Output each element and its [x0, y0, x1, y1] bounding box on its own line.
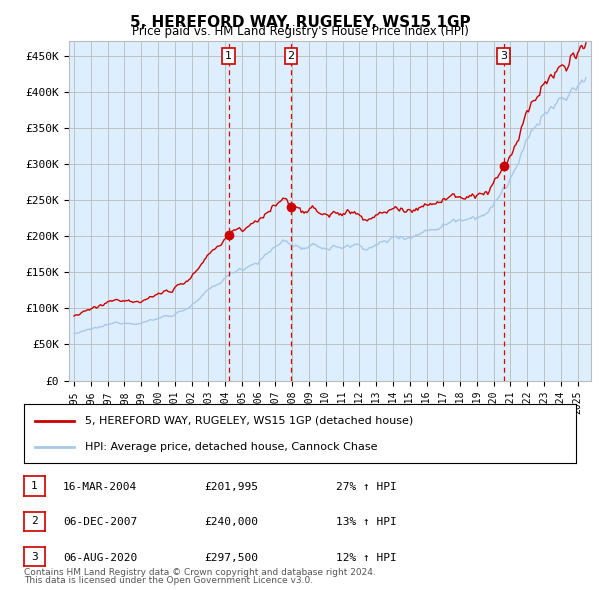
Text: 2: 2: [31, 516, 38, 526]
Text: 3: 3: [31, 552, 38, 562]
Text: 27% ↑ HPI: 27% ↑ HPI: [336, 482, 397, 491]
Text: 1: 1: [225, 51, 232, 61]
Text: 2: 2: [287, 51, 295, 61]
Text: 12% ↑ HPI: 12% ↑ HPI: [336, 553, 397, 562]
Text: 06-AUG-2020: 06-AUG-2020: [63, 553, 137, 562]
Text: 3: 3: [500, 51, 507, 61]
Text: Contains HM Land Registry data © Crown copyright and database right 2024.: Contains HM Land Registry data © Crown c…: [24, 568, 376, 577]
Text: 06-DEC-2007: 06-DEC-2007: [63, 517, 137, 527]
Text: 13% ↑ HPI: 13% ↑ HPI: [336, 517, 397, 527]
Text: Price paid vs. HM Land Registry's House Price Index (HPI): Price paid vs. HM Land Registry's House …: [131, 25, 469, 38]
Text: 1: 1: [31, 481, 38, 491]
Text: 5, HEREFORD WAY, RUGELEY, WS15 1GP: 5, HEREFORD WAY, RUGELEY, WS15 1GP: [130, 15, 470, 30]
Text: 16-MAR-2004: 16-MAR-2004: [63, 482, 137, 491]
Text: £240,000: £240,000: [204, 517, 258, 527]
Text: This data is licensed under the Open Government Licence v3.0.: This data is licensed under the Open Gov…: [24, 576, 313, 585]
Text: 5, HEREFORD WAY, RUGELEY, WS15 1GP (detached house): 5, HEREFORD WAY, RUGELEY, WS15 1GP (deta…: [85, 416, 413, 425]
Text: HPI: Average price, detached house, Cannock Chase: HPI: Average price, detached house, Cann…: [85, 442, 377, 451]
Text: £297,500: £297,500: [204, 553, 258, 562]
Text: £201,995: £201,995: [204, 482, 258, 491]
